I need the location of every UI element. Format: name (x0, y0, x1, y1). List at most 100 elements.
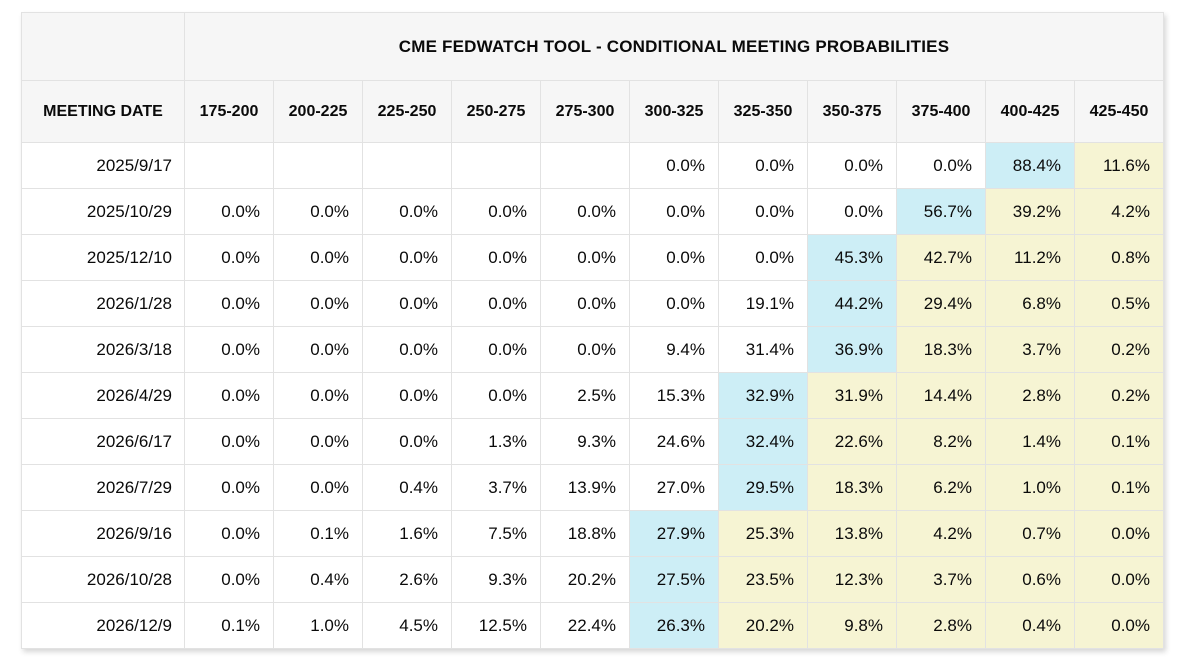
probability-cell: 4.5% (362, 602, 452, 649)
rate-range-header: 425-450 (1074, 80, 1164, 143)
meeting-date-cell: 2025/10/29 (21, 188, 185, 235)
probability-cell: 1.6% (362, 510, 452, 557)
probability-cell: 0.0% (273, 326, 363, 373)
probability-cell: 0.0% (629, 188, 719, 235)
probability-cell: 27.5% (629, 556, 719, 603)
probability-cell: 0.0% (184, 188, 274, 235)
probability-cell: 0.0% (629, 234, 719, 281)
probability-cell (184, 142, 274, 189)
probability-cell: 29.4% (896, 280, 986, 327)
probability-table-body: 2025/9/17 0.0% 0.0% 0.0% 0.0% 88.4% 11.6% 2025/… (21, 142, 1164, 649)
meeting-date-cell: 2026/3/18 (21, 326, 185, 373)
table-row: 2025/10/29 0.0% 0.0% 0.0% 0.0% 0.0% 0.0% 0.0% 0.… (21, 188, 1164, 235)
probability-cell: 0.0% (718, 234, 808, 281)
table-row: 2025/12/10 0.0% 0.0% 0.0% 0.0% 0.0% 0.0% 0.0% 45… (21, 234, 1164, 281)
probability-cell: 9.3% (451, 556, 541, 603)
rate-range-header: 325-350 (718, 80, 808, 143)
probability-cell: 3.7% (451, 464, 541, 511)
probability-cell: 27.9% (629, 510, 719, 557)
probability-cell: 0.2% (1074, 372, 1164, 419)
table-row: 2026/3/18 0.0% 0.0% 0.0% 0.0% 0.0% 9.4% 31.4% 36… (21, 326, 1164, 373)
probability-cell: 0.0% (451, 372, 541, 419)
probability-cell: 0.0% (362, 188, 452, 235)
probability-cell: 29.5% (718, 464, 808, 511)
probability-cell: 0.0% (184, 464, 274, 511)
probability-cell: 0.6% (985, 556, 1075, 603)
probability-cell: 18.8% (540, 510, 630, 557)
probability-cell: 0.0% (362, 418, 452, 465)
probability-cell: 31.4% (718, 326, 808, 373)
probability-cell: 42.7% (896, 234, 986, 281)
probability-cell: 0.0% (184, 556, 274, 603)
probability-cell: 20.2% (540, 556, 630, 603)
probability-cell: 0.0% (540, 188, 630, 235)
probability-cell: 0.0% (807, 142, 897, 189)
probability-cell: 18.3% (896, 326, 986, 373)
probability-cell: 25.3% (718, 510, 808, 557)
probability-cell: 0.0% (896, 142, 986, 189)
probability-cell: 32.9% (718, 372, 808, 419)
column-header-row: MEETING DATE 175-200 200-225 225-250 250-27… (21, 80, 1164, 143)
probability-cell: 0.0% (629, 280, 719, 327)
probability-cell: 32.4% (718, 418, 808, 465)
probability-cell: 0.0% (184, 418, 274, 465)
probability-cell: 22.4% (540, 602, 630, 649)
probability-cell: 20.2% (718, 602, 808, 649)
probability-cell: 3.7% (985, 326, 1075, 373)
meeting-date-cell: 2026/7/29 (21, 464, 185, 511)
probability-cell: 19.1% (718, 280, 808, 327)
probability-cell: 9.3% (540, 418, 630, 465)
probability-cell: 14.4% (896, 372, 986, 419)
probability-cell: 0.0% (1074, 510, 1164, 557)
table-title: CME FEDWATCH TOOL - CONDITIONAL MEETING … (184, 12, 1164, 81)
probability-cell: 0.0% (273, 280, 363, 327)
meeting-date-cell: 2026/6/17 (21, 418, 185, 465)
probability-cell: 9.4% (629, 326, 719, 373)
probability-cell: 0.0% (273, 188, 363, 235)
probability-cell: 0.0% (184, 280, 274, 327)
table-row: 2026/7/29 0.0% 0.0% 0.4% 3.7% 13.9% 27.0% 29.5%… (21, 464, 1164, 511)
probability-cell: 0.0% (184, 510, 274, 557)
probability-cell: 0.0% (718, 188, 808, 235)
table-row: 2026/4/29 0.0% 0.0% 0.0% 0.0% 2.5% 15.3% 32.9% 3… (21, 372, 1164, 419)
rate-range-header: 175-200 (184, 80, 274, 143)
table-row: 2026/1/28 0.0% 0.0% 0.0% 0.0% 0.0% 0.0% 19.1% 44… (21, 280, 1164, 327)
probability-cell: 36.9% (807, 326, 897, 373)
probability-cell: 0.0% (362, 280, 452, 327)
table-row: 2026/10/28 0.0% 0.4% 2.6% 9.3% 20.2% 27.5% 23.5… (21, 556, 1164, 603)
table-row: 2026/12/9 0.1% 1.0% 4.5% 12.5% 22.4% 26.3% 20.2… (21, 602, 1164, 649)
table-row: 2025/9/17 0.0% 0.0% 0.0% 0.0% 88.4% 11.6% (21, 142, 1164, 189)
probability-cell: 2.8% (985, 372, 1075, 419)
probability-cell: 88.4% (985, 142, 1075, 189)
probability-cell: 0.4% (985, 602, 1075, 649)
probability-cell: 44.2% (807, 280, 897, 327)
probability-cell: 0.0% (273, 418, 363, 465)
probability-cell: 31.9% (807, 372, 897, 419)
meeting-date-cell: 2026/10/28 (21, 556, 185, 603)
probability-cell: 7.5% (451, 510, 541, 557)
probability-cell: 0.0% (1074, 556, 1164, 603)
probability-cell: 0.0% (273, 372, 363, 419)
rate-range-header: 200-225 (273, 80, 363, 143)
probability-cell: 0.0% (451, 234, 541, 281)
probability-cell: 0.0% (1074, 602, 1164, 649)
probability-cell: 12.5% (451, 602, 541, 649)
probability-cell: 0.0% (629, 142, 719, 189)
probability-cell: 8.2% (896, 418, 986, 465)
probability-cell: 0.0% (273, 464, 363, 511)
probability-cell: 13.9% (540, 464, 630, 511)
probability-cell: 18.3% (807, 464, 897, 511)
probability-cell: 1.0% (985, 464, 1075, 511)
probability-cell: 0.0% (273, 234, 363, 281)
probability-cell: 0.1% (184, 602, 274, 649)
probability-cell: 0.0% (451, 280, 541, 327)
probability-cell: 1.0% (273, 602, 363, 649)
probability-cell: 0.0% (362, 372, 452, 419)
probability-cell: 0.4% (273, 556, 363, 603)
probability-cell: 12.3% (807, 556, 897, 603)
probability-cell: 0.7% (985, 510, 1075, 557)
probability-cell: 11.2% (985, 234, 1075, 281)
probability-cell: 0.0% (451, 188, 541, 235)
probability-cell: 26.3% (629, 602, 719, 649)
